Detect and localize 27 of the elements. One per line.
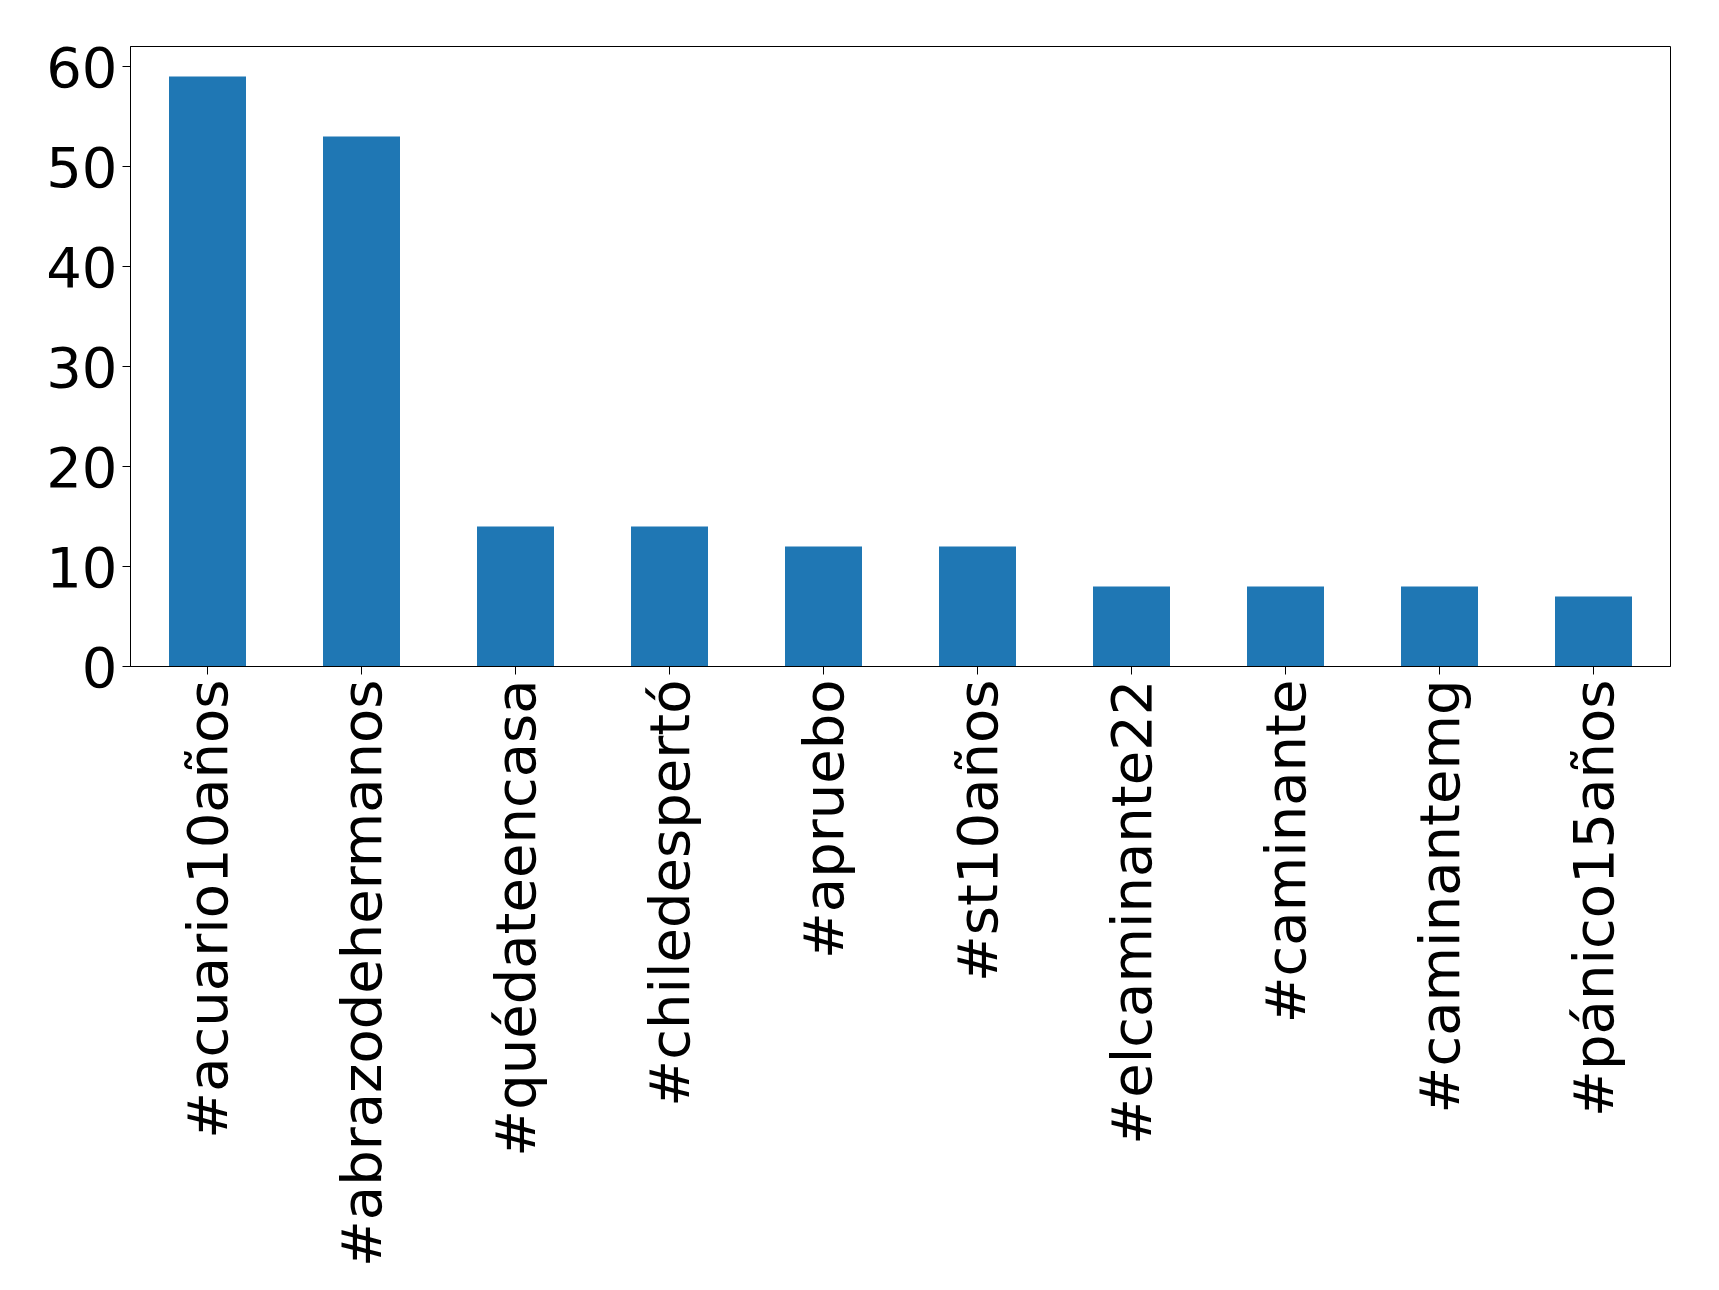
x-tick-label: #acuario10años [175, 679, 240, 1139]
bar [1401, 586, 1478, 667]
y-tick-label: 20 [46, 434, 118, 500]
bar [1093, 586, 1170, 667]
y-tick-label: 50 [46, 134, 118, 200]
x-tick-label: #st10años [945, 679, 1010, 983]
x-tick-label: #chiledespertó [637, 679, 702, 1107]
x-tick-label: #pánico15años [1561, 679, 1626, 1117]
y-tick-label: 10 [46, 534, 118, 600]
x-tick-label: #apruebo [791, 679, 856, 960]
x-tick-label: #abrazodehermanos [329, 679, 394, 1268]
bar [477, 526, 554, 667]
bar [785, 546, 862, 667]
x-tick-label: #elcaminante22 [1099, 679, 1164, 1145]
bar [939, 546, 1016, 667]
y-tick-label: 30 [46, 334, 118, 400]
bar [169, 76, 246, 667]
bar [1555, 596, 1632, 667]
x-tick-label: #caminantemg [1407, 679, 1472, 1114]
bar [631, 526, 708, 667]
x-tick-label: #caminante [1253, 679, 1318, 1024]
x-tick-label: #quédateencasa [483, 679, 548, 1157]
bar [1247, 586, 1324, 667]
y-tick-label: 0 [81, 634, 118, 700]
y-tick-label: 40 [46, 234, 118, 300]
y-tick-label: 60 [46, 34, 118, 100]
bar [323, 136, 400, 667]
